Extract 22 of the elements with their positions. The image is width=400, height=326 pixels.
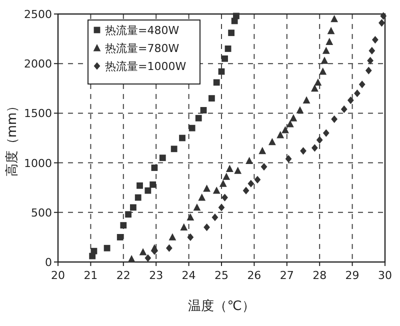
y-tick-label: 1000 — [24, 156, 52, 170]
y-tick-label: 2000 — [24, 58, 52, 71]
y-tick-label: 1500 — [24, 107, 52, 120]
legend-label: 热流量=780W — [105, 42, 180, 55]
x-tick-label: 21 — [84, 269, 98, 282]
y-tick-label: 500 — [31, 206, 52, 220]
x-tick-label: 26 — [247, 269, 262, 282]
x-tick-label: 27 — [280, 269, 294, 282]
x-tick-label: 23 — [149, 269, 164, 282]
y-tick-label: 2500 — [24, 8, 52, 21]
x-tick-label: 28 — [312, 269, 327, 282]
x-tick-label: 24 — [182, 269, 196, 282]
legend-label: 热流量=480W — [105, 24, 180, 37]
x-tick-label: 30 — [378, 269, 392, 282]
x-tick-label: 29 — [345, 269, 360, 282]
x-tick-label: 25 — [214, 269, 228, 282]
x-tick-label: 20 — [51, 269, 65, 282]
y-tick-label: 0 — [45, 256, 52, 269]
x-axis-title: 温度（℃） — [188, 298, 255, 314]
y-axis-title: 高度（mm） — [4, 99, 20, 177]
x-tick-label: 22 — [116, 269, 130, 282]
legend-label: 热流量=1000W — [105, 60, 186, 73]
